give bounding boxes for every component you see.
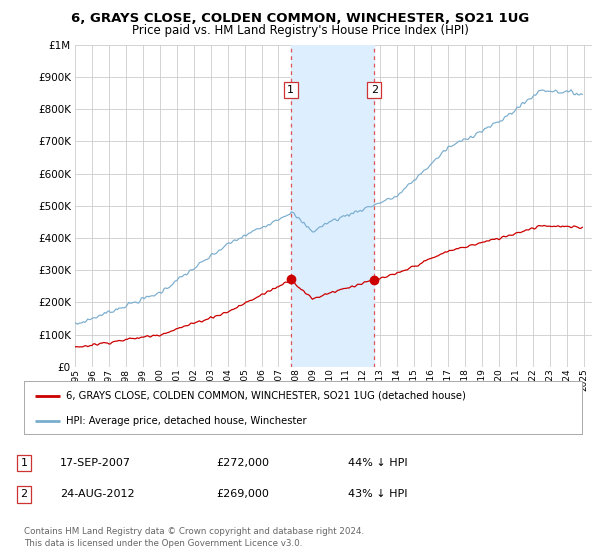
Text: £269,000: £269,000 bbox=[216, 489, 269, 499]
Text: 44% ↓ HPI: 44% ↓ HPI bbox=[348, 458, 407, 468]
Text: 17-SEP-2007: 17-SEP-2007 bbox=[60, 458, 131, 468]
Text: 1: 1 bbox=[20, 458, 28, 468]
Text: Price paid vs. HM Land Registry's House Price Index (HPI): Price paid vs. HM Land Registry's House … bbox=[131, 24, 469, 36]
Text: HPI: Average price, detached house, Winchester: HPI: Average price, detached house, Winc… bbox=[66, 416, 307, 426]
Text: 6, GRAYS CLOSE, COLDEN COMMON, WINCHESTER, SO21 1UG (detached house): 6, GRAYS CLOSE, COLDEN COMMON, WINCHESTE… bbox=[66, 391, 466, 401]
Text: £272,000: £272,000 bbox=[216, 458, 269, 468]
Text: 43% ↓ HPI: 43% ↓ HPI bbox=[348, 489, 407, 499]
Text: Contains HM Land Registry data © Crown copyright and database right 2024.
This d: Contains HM Land Registry data © Crown c… bbox=[24, 527, 364, 548]
Text: 2: 2 bbox=[20, 489, 28, 499]
Text: 2: 2 bbox=[371, 85, 378, 95]
Text: 6, GRAYS CLOSE, COLDEN COMMON, WINCHESTER, SO21 1UG: 6, GRAYS CLOSE, COLDEN COMMON, WINCHESTE… bbox=[71, 12, 529, 25]
Text: 1: 1 bbox=[287, 85, 294, 95]
Bar bbox=[290, 45, 374, 367]
Text: 24-AUG-2012: 24-AUG-2012 bbox=[60, 489, 134, 499]
